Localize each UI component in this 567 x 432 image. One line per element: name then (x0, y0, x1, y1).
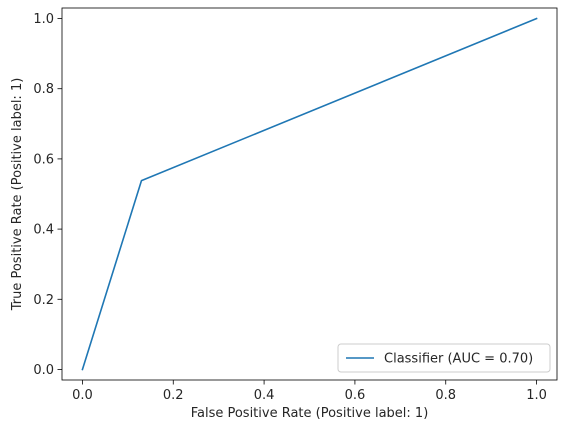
y-tick-label: 0.6 (33, 152, 54, 167)
x-tick-label: 0.4 (254, 388, 275, 403)
y-tick-label: 0.8 (33, 82, 54, 97)
x-tick-label: 0.0 (72, 388, 93, 403)
x-axis-label: False Positive Rate (Positive label: 1) (191, 406, 429, 421)
x-axis-ticks: 0.0 0.2 0.4 0.6 0.8 1.0 (72, 380, 547, 403)
x-tick-label: 0.8 (435, 388, 456, 403)
x-tick-label: 0.2 (163, 388, 184, 403)
y-tick-label: 1.0 (33, 12, 54, 27)
series-layer (81, 17, 538, 371)
y-axis-label: True Positive Rate (Positive label: 1) (10, 78, 25, 312)
axes-frame (61, 7, 558, 381)
x-tick-label: 1.0 (526, 388, 547, 403)
x-tick-label: 0.6 (345, 388, 366, 403)
legend-entry: Classifier (AUC = 0.70) (384, 352, 533, 367)
y-tick-label: 0.0 (33, 363, 54, 378)
y-tick-label: 0.2 (33, 293, 54, 308)
legend: Classifier (AUC = 0.70) (337, 343, 551, 373)
legend-box (337, 343, 551, 373)
plot-area (61, 7, 558, 381)
y-tick-label: 0.4 (33, 223, 54, 238)
roc-curve-line (81, 17, 538, 371)
y-axis-ticks: 0.0 0.2 0.4 0.6 0.8 1.0 (33, 12, 62, 378)
